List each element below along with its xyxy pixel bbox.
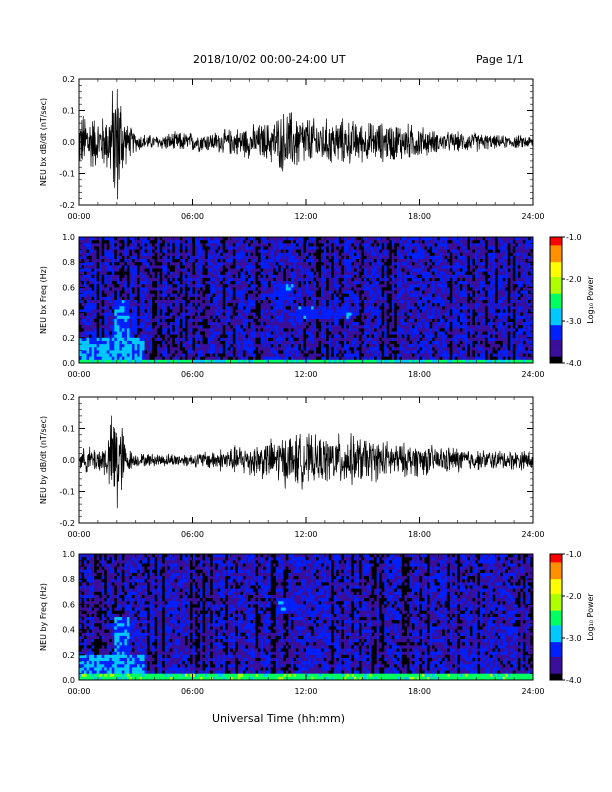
colorbar-label: Log₁₀ Power <box>586 276 595 324</box>
y-tick-label: 1.0 <box>62 233 75 242</box>
x-tick-label: 12:00 <box>294 687 317 696</box>
x-tick-label: 24:00 <box>521 370 544 379</box>
x-tick-label: 18:00 <box>408 370 431 379</box>
y-tick-label: 0.0 <box>62 359 75 368</box>
x-tick-label: 06:00 <box>181 212 204 221</box>
x-tick-label: 24:00 <box>521 212 544 221</box>
panel-3: 0.2 0.1 0.0 -0.1 -0.2 00:00 06:00 12:00 18:00 24:… <box>39 393 545 539</box>
y-tick-label: 0.8 <box>62 258 75 267</box>
y-tick-label: 0.2 <box>62 334 75 343</box>
x-tick-label: 18:00 <box>408 212 431 221</box>
y-axis-label: NEU bx dB/dt (nT/sec) <box>39 98 48 186</box>
colorbar-frame <box>549 236 563 364</box>
x-tick-label: 12:00 <box>294 530 317 539</box>
y-tick-label: 0.1 <box>62 107 75 116</box>
y-axis-label: NEU by Freq (Hz) <box>39 583 48 651</box>
x-tick-label: 00:00 <box>67 530 90 539</box>
y-tick-label: 0.4 <box>62 309 75 318</box>
y-tick-label: 1.0 <box>62 550 75 559</box>
colorbar-tick-label: -1.0 <box>566 233 582 242</box>
panel-4: -1.0 -2.0 -3.0 -4.0 Log₁₀ Power 1.0 0.8 0.6 0.4 0… <box>39 550 595 696</box>
colorbar-frame <box>549 553 563 681</box>
y-tick-label: 0.2 <box>62 75 75 84</box>
colorbar-tick-label: -2.0 <box>566 275 582 284</box>
x-tick-label: 18:00 <box>408 530 431 539</box>
x-tick-label: 12:00 <box>294 212 317 221</box>
colorbar-tick-label: -3.0 <box>566 634 582 643</box>
colorbar: -1.0 -2.0 -3.0 -4.0 Log₁₀ Power <box>549 233 595 368</box>
y-tick-label: -0.2 <box>59 201 75 210</box>
y-tick-label: 0.2 <box>62 651 75 660</box>
panel-2: -1.0 -2.0 -3.0 -4.0 Log₁₀ Power 1.0 0.8 0.6 0.4 0… <box>39 233 595 379</box>
spectrogram-cells <box>79 237 534 364</box>
page-title: 2018/10/02 00:00-24:00 UT <box>193 53 346 66</box>
colorbar-tick-label: -2.0 <box>566 592 582 601</box>
spectrogram-cells <box>79 554 534 681</box>
colorbar-label: Log₁₀ Power <box>586 593 595 641</box>
y-tick-label: 0.6 <box>62 283 75 292</box>
y-tick-label: 0.2 <box>62 393 75 402</box>
y-tick-label: 0.6 <box>62 600 75 609</box>
x-tick-label: 00:00 <box>67 212 90 221</box>
y-axis-label: NEU by dB/dt (nT/sec) <box>39 416 48 504</box>
trace-line <box>78 415 534 509</box>
x-tick-label: 06:00 <box>181 530 204 539</box>
panel-1: 0.2 0.1 0.0 -0.1 -0.2 00:00 06:00 12:00 18:00 24:… <box>39 75 545 221</box>
y-tick-label: 0.4 <box>62 626 75 635</box>
x-tick-label: 24:00 <box>521 530 544 539</box>
y-tick-label: -0.1 <box>59 488 75 497</box>
trace-line <box>78 89 534 200</box>
colorbar-tick-label: -4.0 <box>566 676 582 685</box>
y-tick-label: 0.0 <box>62 456 75 465</box>
y-tick-label: -0.1 <box>59 170 75 179</box>
y-tick-label: 0.0 <box>62 138 75 147</box>
colorbar-tick-label: -3.0 <box>566 317 582 326</box>
y-axis-label: NEU bx Freq (Hz) <box>39 266 48 334</box>
x-tick-label: 24:00 <box>521 687 544 696</box>
y-tick-label: 0.8 <box>62 575 75 584</box>
x-tick-label: 06:00 <box>181 687 204 696</box>
x-tick-label: 12:00 <box>294 370 317 379</box>
x-axis-title: Universal Time (hh:mm) <box>212 712 345 725</box>
page-number: Page 1/1 <box>476 53 524 66</box>
x-tick-label: 00:00 <box>67 370 90 379</box>
colorbar-tick-label: -4.0 <box>566 359 582 368</box>
colorbar-tick-label: -1.0 <box>566 550 582 559</box>
y-tick-label: 0.0 <box>62 676 75 685</box>
colorbar: -1.0 -2.0 -3.0 -4.0 Log₁₀ Power <box>549 550 595 685</box>
y-tick-label: -0.2 <box>59 519 75 528</box>
y-tick-label: 0.1 <box>62 425 75 434</box>
x-tick-label: 18:00 <box>408 687 431 696</box>
x-tick-label: 00:00 <box>67 687 90 696</box>
x-tick-label: 06:00 <box>181 370 204 379</box>
